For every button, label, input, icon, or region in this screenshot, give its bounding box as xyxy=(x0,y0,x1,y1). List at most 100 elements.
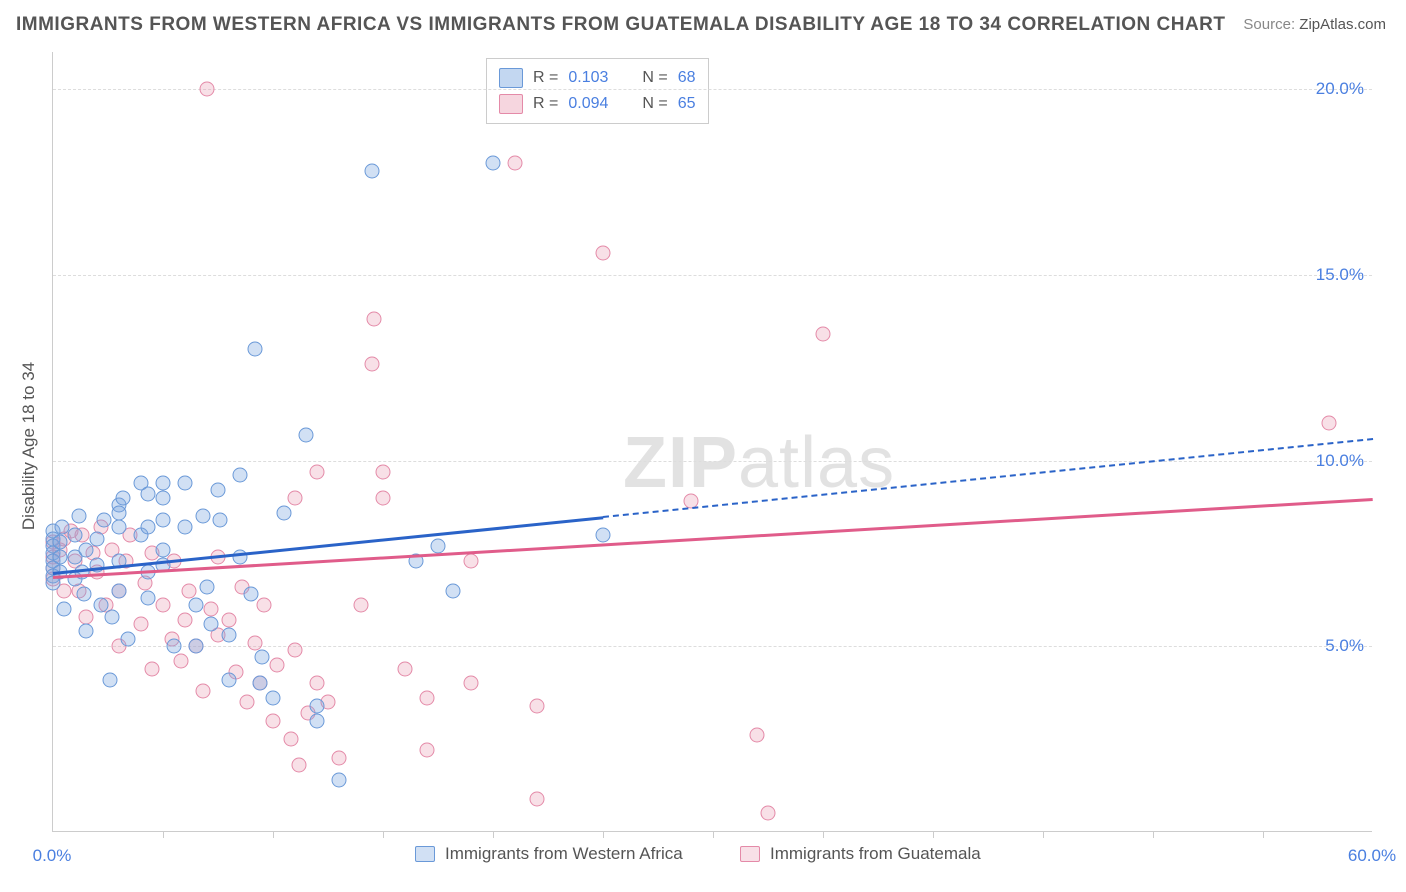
gridline-horizontal xyxy=(53,89,1372,90)
data-point-pink xyxy=(354,598,369,613)
data-point-pink xyxy=(530,791,545,806)
data-point-pink xyxy=(398,661,413,676)
legend-n-label: N = xyxy=(642,65,667,91)
data-point-pink xyxy=(365,357,380,372)
data-point-blue xyxy=(252,676,267,691)
x-tick-mark xyxy=(933,831,934,838)
data-point-blue xyxy=(52,535,67,550)
x-tick-mark xyxy=(273,831,274,838)
x-tick-mark xyxy=(1043,831,1044,838)
data-point-blue xyxy=(195,509,210,524)
data-point-pink xyxy=(530,698,545,713)
y-tick-label: 20.0% xyxy=(1316,79,1364,99)
data-point-blue xyxy=(52,550,67,565)
data-point-pink xyxy=(79,609,94,624)
data-point-blue xyxy=(189,598,204,613)
y-tick-label: 5.0% xyxy=(1325,636,1364,656)
legend-n-label: N = xyxy=(642,91,667,117)
data-point-pink xyxy=(195,683,210,698)
x-tick-mark xyxy=(493,831,494,838)
data-point-blue xyxy=(105,609,120,624)
data-point-blue xyxy=(156,475,171,490)
data-point-blue xyxy=(156,513,171,528)
series-legend-label: Immigrants from Western Africa xyxy=(445,844,683,864)
data-point-blue xyxy=(76,587,91,602)
legend-r-value: 0.103 xyxy=(568,65,608,91)
data-point-blue xyxy=(79,542,94,557)
data-point-blue xyxy=(248,342,263,357)
data-point-pink xyxy=(266,713,281,728)
legend-swatch-blue xyxy=(499,68,523,88)
legend-swatch-blue xyxy=(415,846,435,862)
data-point-blue xyxy=(189,639,204,654)
x-tick-mark xyxy=(1263,831,1264,838)
data-point-blue xyxy=(200,579,215,594)
source-attribution: Source: ZipAtlas.com xyxy=(1243,16,1386,33)
data-point-blue xyxy=(486,156,501,171)
legend-row: R = 0.094 N = 65 xyxy=(499,91,696,117)
data-point-pink xyxy=(182,583,197,598)
data-point-pink xyxy=(420,743,435,758)
series-legend-entry: Immigrants from Western Africa xyxy=(415,844,683,864)
data-point-blue xyxy=(112,583,127,598)
source-label: Source: xyxy=(1243,16,1299,33)
legend-swatch-pink xyxy=(740,846,760,862)
data-point-blue xyxy=(68,527,83,542)
data-point-blue xyxy=(255,650,270,665)
data-point-blue xyxy=(204,617,219,632)
series-legend-label: Immigrants from Guatemala xyxy=(770,844,981,864)
data-point-pink xyxy=(222,613,237,628)
data-point-blue xyxy=(103,672,118,687)
data-point-blue xyxy=(233,468,248,483)
watermark-bold: ZIP xyxy=(623,423,738,503)
data-point-pink xyxy=(283,732,298,747)
legend-r-value: 0.094 xyxy=(568,91,608,117)
legend-n-value: 65 xyxy=(678,91,696,117)
legend-row: R = 0.103 N = 68 xyxy=(499,65,696,91)
x-tick-mark xyxy=(163,831,164,838)
data-point-blue xyxy=(365,163,380,178)
gridline-horizontal xyxy=(53,461,1372,462)
data-point-pink xyxy=(204,602,219,617)
legend-r-label: R = xyxy=(533,65,558,91)
data-point-pink xyxy=(270,657,285,672)
data-point-blue xyxy=(167,639,182,654)
data-point-blue xyxy=(446,583,461,598)
x-tick-mark xyxy=(603,831,604,838)
data-point-pink xyxy=(376,490,391,505)
y-axis-label: Disability Age 18 to 34 xyxy=(19,362,39,530)
data-point-blue xyxy=(57,602,72,617)
data-point-blue xyxy=(596,527,611,542)
data-point-pink xyxy=(257,598,272,613)
data-point-blue xyxy=(90,531,105,546)
data-point-blue xyxy=(156,542,171,557)
data-point-pink xyxy=(178,613,193,628)
data-point-blue xyxy=(178,520,193,535)
data-point-pink xyxy=(292,758,307,773)
data-point-pink xyxy=(816,327,831,342)
data-point-blue xyxy=(332,773,347,788)
data-point-blue xyxy=(140,487,155,502)
legend-n-value: 68 xyxy=(678,65,696,91)
data-point-blue xyxy=(140,520,155,535)
data-point-blue xyxy=(112,505,127,520)
legend-r-label: R = xyxy=(533,91,558,117)
data-point-blue xyxy=(96,513,111,528)
y-tick-label: 15.0% xyxy=(1316,265,1364,285)
data-point-pink xyxy=(310,464,325,479)
data-point-pink xyxy=(464,553,479,568)
data-point-blue xyxy=(222,672,237,687)
data-point-pink xyxy=(508,156,523,171)
data-point-blue xyxy=(211,483,226,498)
series-legend-entry: Immigrants from Guatemala xyxy=(740,844,981,864)
x-tick-mark xyxy=(1153,831,1154,838)
data-point-pink xyxy=(420,691,435,706)
legend-swatch-pink xyxy=(499,94,523,114)
data-point-blue xyxy=(156,490,171,505)
data-point-pink xyxy=(596,245,611,260)
data-point-blue xyxy=(213,513,228,528)
data-point-pink xyxy=(310,676,325,691)
gridline-horizontal xyxy=(53,275,1372,276)
data-point-pink xyxy=(156,598,171,613)
data-point-blue xyxy=(299,427,314,442)
